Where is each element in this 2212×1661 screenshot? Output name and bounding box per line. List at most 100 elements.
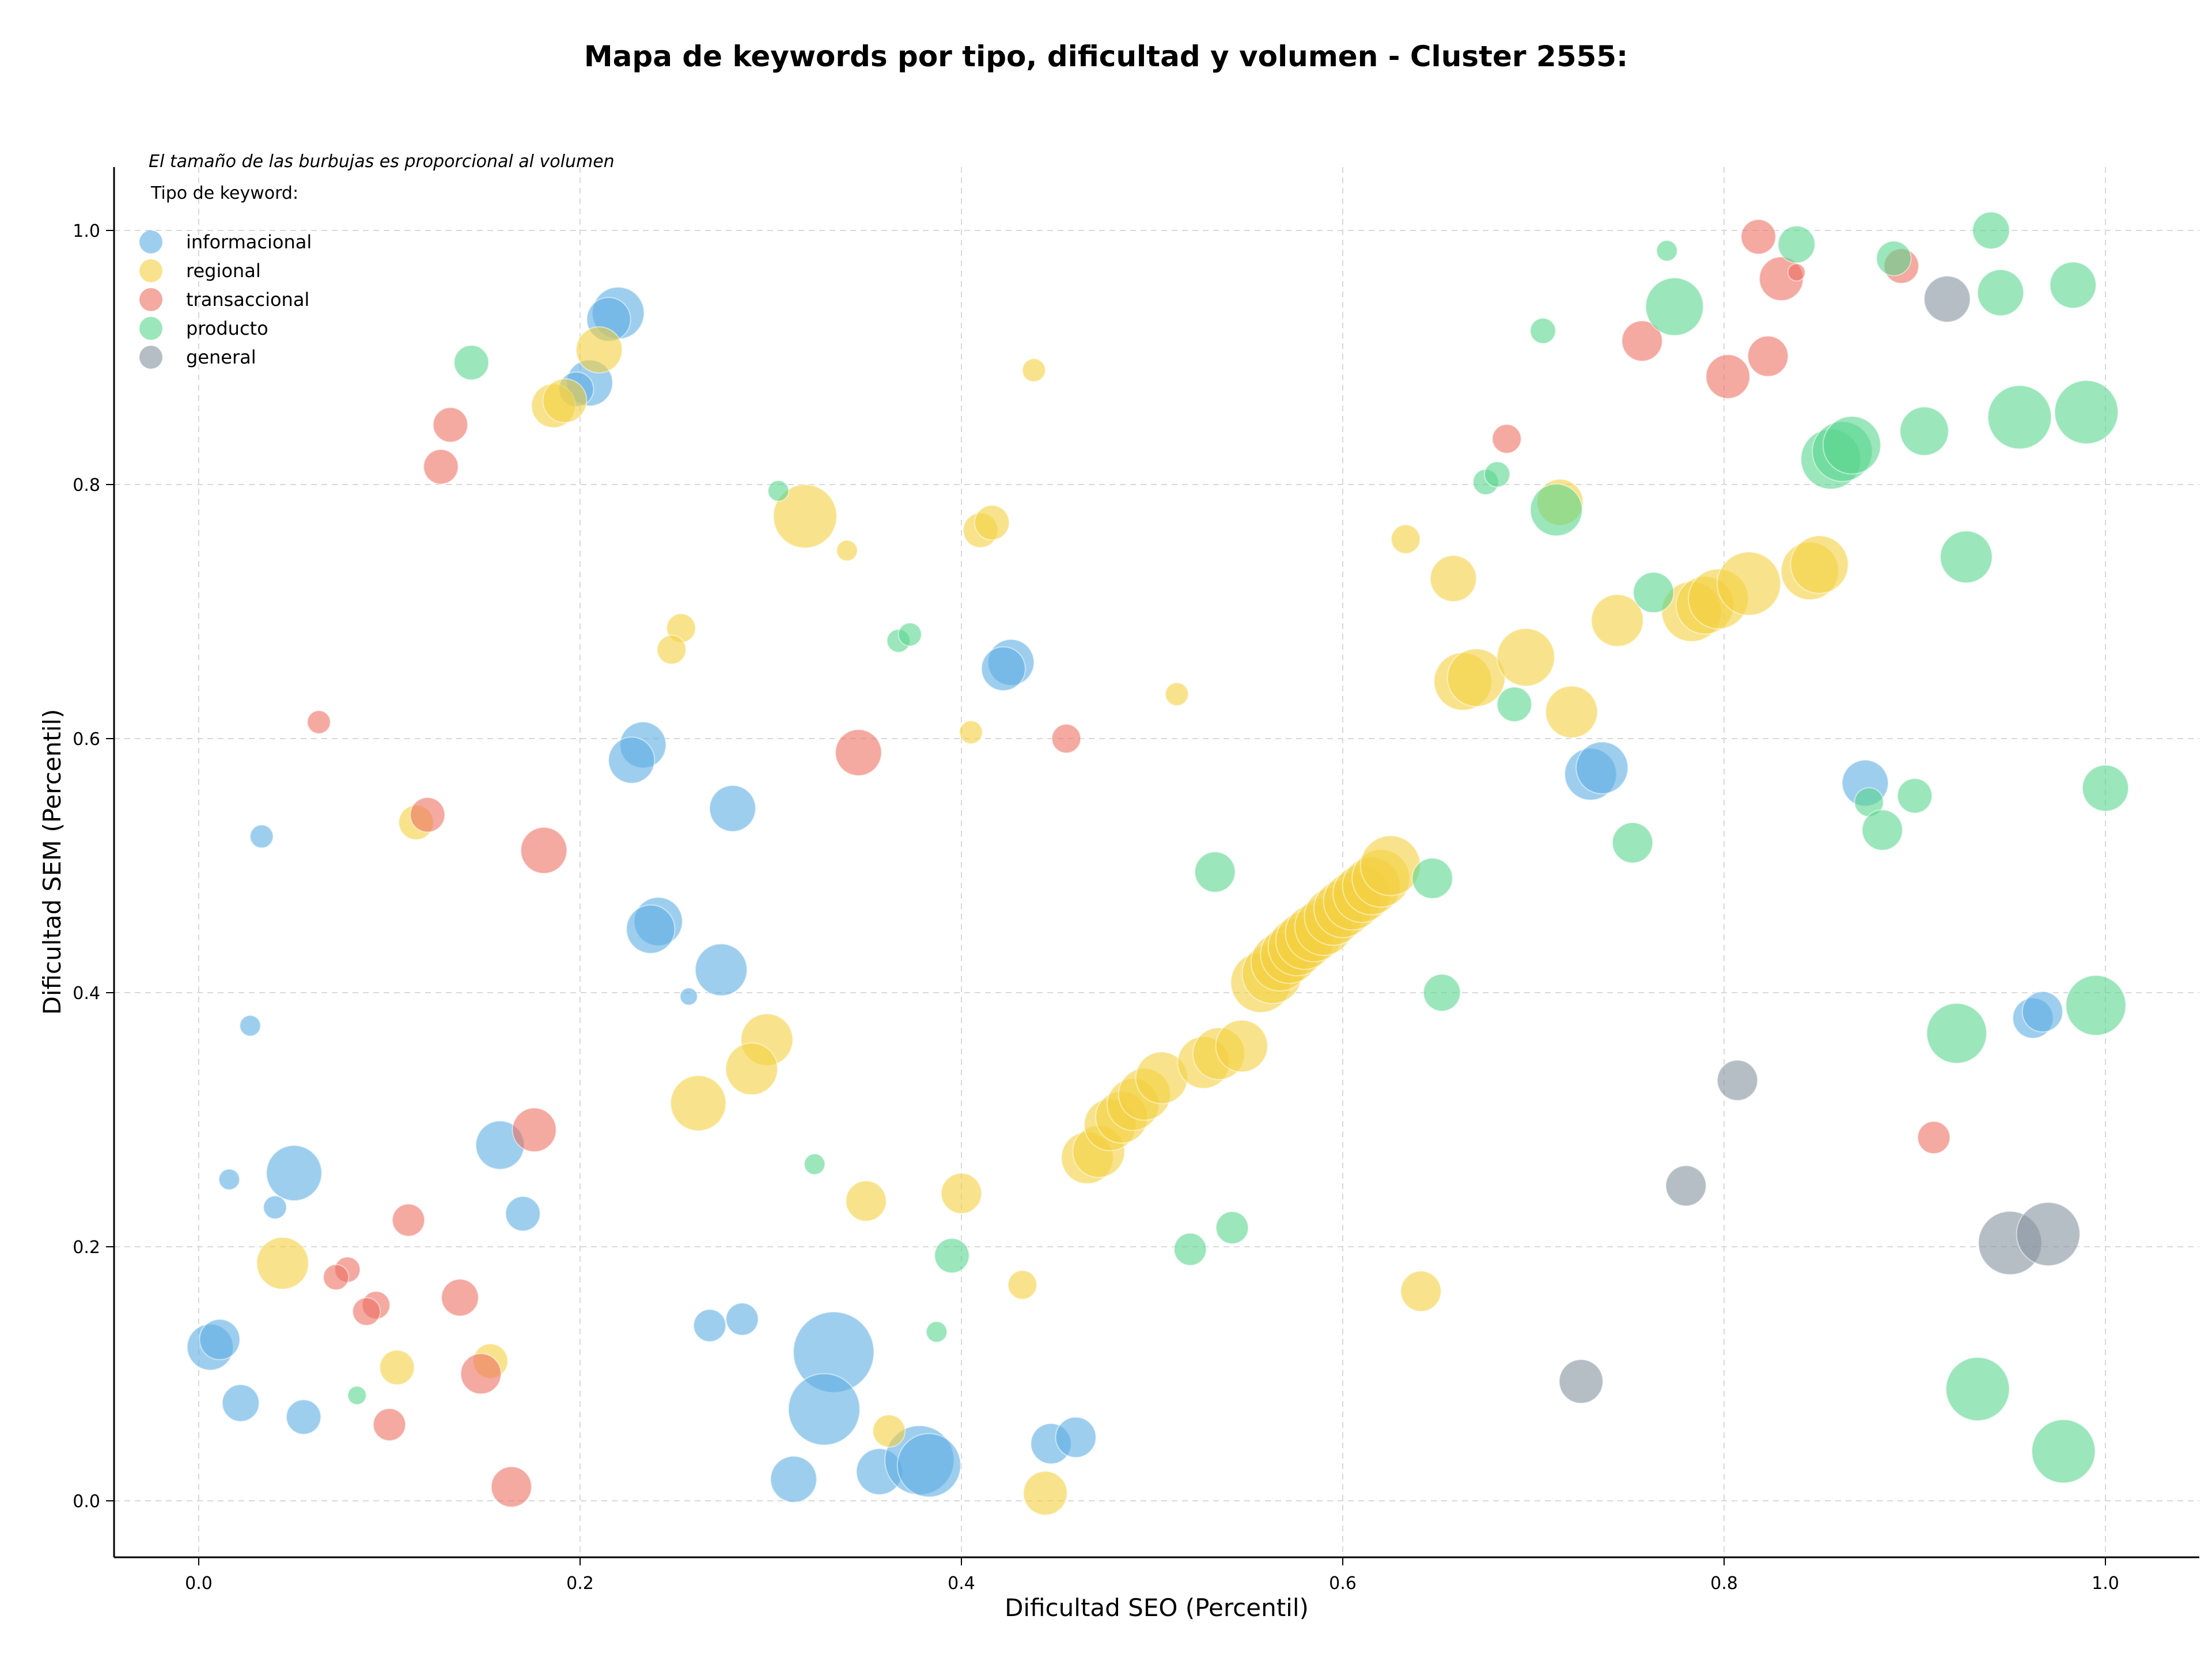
producto-bubble: [1496, 686, 1532, 722]
transaccional-bubble: [835, 729, 882, 777]
general-bubble: [1923, 275, 1971, 323]
producto-bubble: [1976, 269, 2024, 317]
legend-label-producto: producto: [186, 317, 268, 339]
informacional-bubble: [694, 943, 748, 997]
transaccional-bubble: [410, 797, 446, 833]
producto-bubble: [1529, 317, 1556, 345]
informacional-bubble: [221, 1384, 260, 1422]
general-bubble: [1558, 1359, 1604, 1404]
transaccional-bubble: [1051, 724, 1082, 754]
transaccional-bubble: [520, 827, 568, 875]
transaccional-bubble: [1491, 423, 1522, 454]
regional-bubble: [941, 1172, 982, 1214]
x-tick-label: 0.6: [1329, 1573, 1357, 1594]
producto-bubble: [1633, 572, 1675, 614]
transaccional-bubble: [323, 1263, 350, 1291]
producto-bubble: [804, 1153, 826, 1175]
general-bubble: [2016, 1201, 2081, 1266]
producto-bubble: [1777, 225, 1816, 264]
transaccional-bubble: [1705, 354, 1751, 399]
y-tick-label: 0.6: [73, 729, 100, 750]
producto-bubble: [934, 1238, 970, 1274]
transaccional-bubble: [441, 1278, 479, 1317]
regional-bubble: [1590, 593, 1644, 647]
informacional-bubble: [266, 1145, 323, 1202]
producto-bubble: [1822, 415, 1881, 475]
y-tick-label: 0.0: [73, 1492, 100, 1512]
transaccional-bubble: [1747, 335, 1789, 377]
bubble-size-note: El tamaño de las burbujas es proporciona…: [149, 152, 615, 172]
producto-bubble: [1656, 240, 1678, 262]
regional-bubble: [656, 634, 687, 665]
producto-bubble: [1945, 1356, 2010, 1421]
y-tick-label: 0.2: [73, 1238, 100, 1258]
legend-label-general: general: [186, 346, 256, 368]
x-tick-label: 0.4: [948, 1573, 975, 1594]
regional-bubble: [542, 378, 588, 423]
producto-bubble: [925, 1321, 948, 1343]
regional-bubble: [772, 484, 838, 549]
legend-marker-transaccional: [139, 288, 162, 311]
producto-bubble: [1940, 530, 1993, 584]
producto-bubble: [1529, 483, 1583, 537]
transaccional-bubble: [1621, 320, 1663, 362]
y-tick-label: 0.4: [73, 983, 100, 1004]
regional-bubble: [1717, 551, 1782, 616]
producto-bubble: [1972, 211, 2010, 249]
regional-bubble: [1400, 1270, 1442, 1312]
regional-bubble: [1429, 555, 1477, 603]
transaccional-bubble: [490, 1466, 532, 1508]
producto-bubble: [2065, 975, 2127, 1036]
transaccional-bubble: [512, 1107, 557, 1153]
producto-bubble: [1612, 822, 1654, 864]
axis-ticks: 0.0 0.2 0.4 0.6 0.8 1.0 0.0 0.2 0.4 0.6 0.8 1.0: [73, 221, 2119, 1594]
x-tick-label: 0.8: [1710, 1573, 1738, 1594]
regional-bubble: [974, 505, 1010, 541]
legend-marker-general: [139, 346, 162, 369]
regional-bubble: [670, 1074, 727, 1132]
producto-bubble: [1897, 778, 1933, 814]
regional-bubble: [872, 1414, 906, 1448]
transaccional-bubble: [423, 449, 459, 485]
producto-bubble: [2031, 1419, 2096, 1484]
producto-bubble: [897, 622, 922, 647]
informacional-bubble: [787, 1373, 861, 1446]
regional-bubble: [1021, 358, 1046, 383]
producto-bubble: [1899, 406, 1949, 456]
regional-bubble: [1359, 835, 1421, 896]
regional-bubble: [1391, 524, 1421, 554]
producto-bubble: [1173, 1232, 1207, 1266]
producto-bubble: [1876, 240, 1912, 277]
regional-bubble: [1545, 685, 1599, 739]
informacional-bubble: [2021, 991, 2063, 1033]
chart-title: Mapa de keywords por tipo, dificultad y …: [584, 40, 1628, 73]
informacional-bubble: [286, 1399, 322, 1435]
legend-marker-informacional: [139, 230, 162, 253]
regional-bubble: [1446, 648, 1506, 707]
x-axis-label: Dificultad SEO (Percentil): [1005, 1594, 1309, 1622]
general-bubble: [1717, 1060, 1759, 1102]
informacional-bubble: [626, 904, 676, 954]
gridlines: [114, 167, 2199, 1557]
legend: informacional regional transaccional produc…: [139, 230, 312, 369]
x-tick-label: 0.0: [185, 1573, 213, 1594]
informacional-bubble: [709, 785, 756, 833]
axes: [113, 167, 2199, 1558]
informacional-bubble: [218, 1168, 240, 1191]
regional-bubble: [256, 1236, 309, 1290]
regional-bubble: [1215, 1019, 1268, 1073]
legend-marker-regional: [139, 259, 162, 282]
general-bubble: [1665, 1165, 1707, 1207]
informacional-bubble: [263, 1195, 287, 1220]
legend-label-transaccional: transaccional: [186, 289, 309, 311]
regional-bubble: [1790, 535, 1849, 594]
informacional-bubble: [608, 736, 656, 784]
legend-title: Tipo de keyword:: [150, 183, 298, 203]
producto-bubble: [2082, 764, 2129, 812]
transaccional-bubble: [352, 1297, 381, 1326]
producto-bubble: [1861, 809, 1903, 851]
x-tick-label: 1.0: [2092, 1573, 2119, 1594]
informacional-bubble: [239, 1015, 262, 1037]
y-tick-label: 0.8: [73, 475, 100, 495]
regional-bubble: [1496, 627, 1555, 687]
